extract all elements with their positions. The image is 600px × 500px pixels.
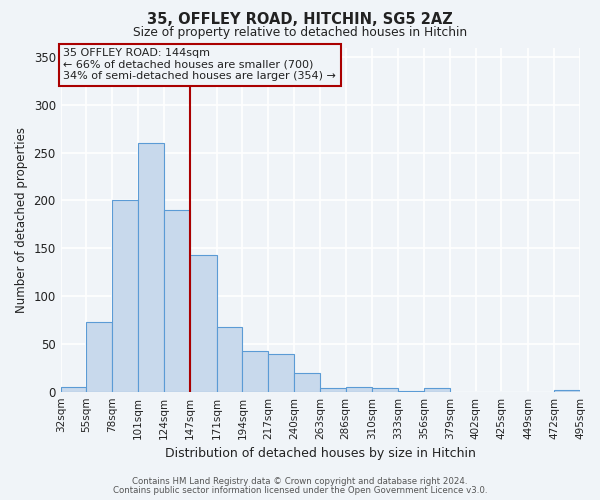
Bar (554, 390, 580, 392)
Bar (242, 350, 268, 392)
X-axis label: Distribution of detached houses by size in Hitchin: Distribution of detached houses by size … (165, 447, 476, 460)
Bar (294, 372, 320, 392)
Text: Size of property relative to detached houses in Hitchin: Size of property relative to detached ho… (133, 26, 467, 39)
Bar (320, 388, 346, 392)
Text: Contains HM Land Registry data © Crown copyright and database right 2024.: Contains HM Land Registry data © Crown c… (132, 477, 468, 486)
Bar (373, 388, 398, 392)
Bar (190, 255, 217, 392)
Bar (86, 322, 112, 392)
Text: 35, OFFLEY ROAD, HITCHIN, SG5 2AZ: 35, OFFLEY ROAD, HITCHIN, SG5 2AZ (147, 12, 453, 28)
Bar (346, 387, 373, 392)
Bar (268, 354, 294, 392)
Bar (138, 143, 164, 392)
Bar (61, 387, 86, 392)
Bar (164, 210, 190, 392)
Bar (112, 200, 138, 392)
Text: Contains public sector information licensed under the Open Government Licence v3: Contains public sector information licen… (113, 486, 487, 495)
Text: 35 OFFLEY ROAD: 144sqm
← 66% of detached houses are smaller (700)
34% of semi-de: 35 OFFLEY ROAD: 144sqm ← 66% of detached… (63, 48, 336, 82)
Bar (217, 326, 242, 392)
Y-axis label: Number of detached properties: Number of detached properties (15, 126, 28, 312)
Bar (424, 388, 450, 392)
Bar (398, 390, 424, 392)
